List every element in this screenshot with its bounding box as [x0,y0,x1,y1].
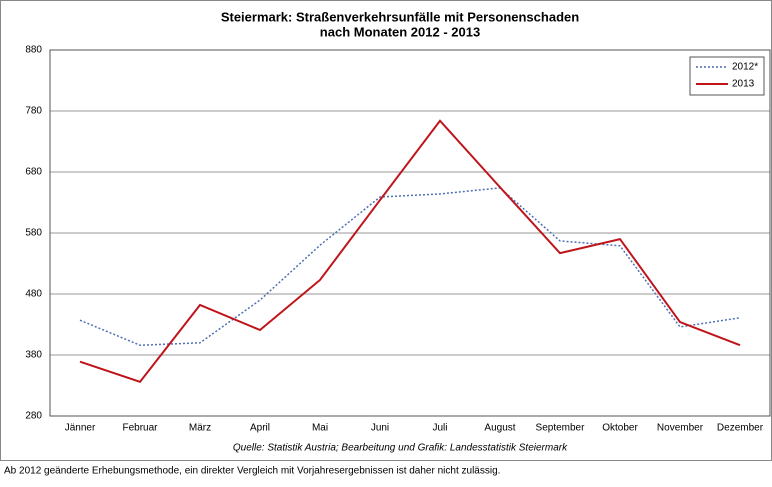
y-tick-label: 380 [25,350,42,361]
y-tick-label: 480 [25,289,42,300]
y-tick-label: 680 [25,167,42,178]
x-tick-label: Mai [312,423,328,434]
chart-frame [0,0,772,461]
x-tick-label: April [250,423,270,434]
legend-label: 2013 [732,79,755,90]
plot-frame [49,49,771,417]
x-tick-label: Dezember [717,423,764,434]
x-tick-label: August [484,423,515,434]
legend-box [689,56,765,96]
x-tick-label: März [189,423,211,434]
x-tick-label: Juni [371,423,389,434]
x-tick-label: September [536,423,586,434]
y-tick-label: 780 [25,106,42,117]
series-line [79,119,741,384]
x-tick-label: Februar [122,423,158,434]
x-tick-label: Jänner [65,423,96,434]
chart-title: Steiermark: Straßenverkehrsunfälle mit P… [221,9,579,24]
footnote: Ab 2012 geänderte Erhebungsmethode, ein … [4,466,500,477]
x-tick-label: November [657,423,704,434]
y-tick-label: 580 [25,228,42,239]
chart-title: nach Monaten 2012 - 2013 [320,24,480,39]
source-note: Quelle: Statistik Austria; Bearbeitung u… [233,443,568,454]
y-tick-label: 880 [25,45,42,56]
x-tick-label: Juli [432,423,447,434]
y-tick-label: 280 [25,411,42,422]
legend-label: 2012* [732,62,758,73]
x-tick-label: Oktober [602,423,638,434]
